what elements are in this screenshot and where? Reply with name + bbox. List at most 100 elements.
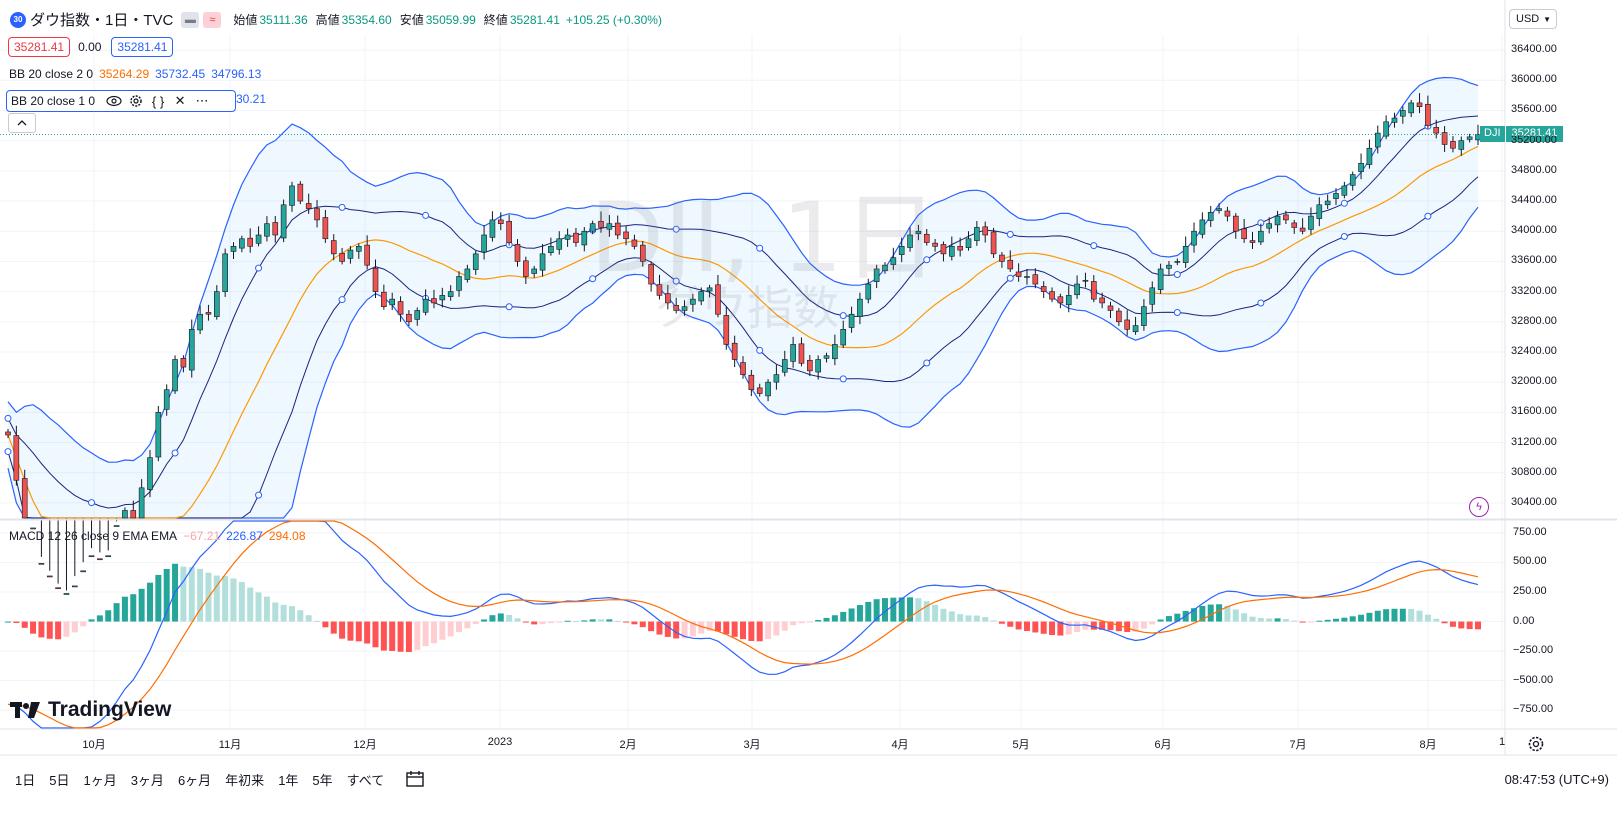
macd-hist-bar — [815, 620, 822, 622]
macd-hist-bar — [823, 617, 830, 622]
candle-body — [21, 478, 28, 519]
symbol-title[interactable]: ダウ指数・1日・TVC — [30, 12, 174, 29]
date-range-icon[interactable] — [405, 770, 425, 788]
candle-body — [765, 381, 771, 397]
bb-marker — [672, 277, 680, 285]
candle-body — [656, 284, 663, 296]
macd-hist-bar — [982, 617, 989, 622]
macd-hist-bar — [706, 621, 713, 631]
macd-hist-bar — [1383, 609, 1390, 622]
lightning-icon[interactable]: ϟ — [1469, 497, 1489, 517]
candle-body — [1274, 215, 1281, 226]
candle-body — [1224, 210, 1231, 217]
last-price-value: 35281.41 — [1505, 126, 1564, 142]
macd-hist-bar — [1433, 618, 1440, 622]
candle-body — [364, 244, 370, 266]
more-icon[interactable]: ⋯ — [195, 93, 209, 108]
bb-marker — [422, 211, 430, 219]
candle-body — [564, 234, 571, 240]
range-button[interactable]: 5年 — [312, 772, 333, 788]
candle-body — [1007, 259, 1014, 270]
bb1-legend[interactable]: BB 20 close 2 0 35264.29 35732.45 34796.… — [9, 67, 267, 81]
macd-hist-bar — [63, 621, 70, 637]
macd-hist-bar — [1458, 621, 1465, 629]
macd-hist-bar — [113, 603, 120, 622]
macd-hist-bar — [1216, 604, 1223, 622]
gear-icon[interactable] — [125, 92, 147, 110]
candle-body — [1124, 319, 1131, 330]
bb-marker — [1340, 233, 1348, 241]
candle-body — [740, 362, 746, 375]
minus-icon[interactable]: ▬ — [181, 11, 200, 28]
candle-body — [1157, 268, 1164, 290]
tradingview-logo-icon — [10, 702, 40, 718]
macd-hist-bar — [1174, 613, 1181, 622]
range-button[interactable]: 1ヶ月 — [83, 772, 117, 788]
candle-body — [1116, 310, 1122, 323]
candle-body — [823, 355, 830, 359]
close-icon[interactable]: ✕ — [174, 93, 186, 108]
macd-hist-bar — [756, 621, 763, 642]
bb2-legend[interactable]: BB 20 close 1 0 { } ✕ ⋯ — [6, 90, 236, 112]
range-button[interactable]: 6ヶ月 — [177, 772, 212, 788]
macd-hist-bar — [355, 621, 362, 642]
currency-button[interactable]: USD ▼ — [1509, 9, 1557, 29]
candle-body — [138, 487, 145, 519]
macd-hist-bar — [30, 621, 37, 634]
macd-hist-bar — [105, 610, 112, 622]
axis-settings-icon[interactable] — [1527, 735, 1545, 753]
macd-hist-bar — [1274, 618, 1281, 622]
macd-hist-bar — [556, 621, 563, 623]
macd-hist-bar — [1165, 616, 1172, 622]
candle-body — [247, 237, 254, 247]
range-button[interactable]: 5日 — [49, 772, 70, 788]
buy-button[interactable]: 35281.41 — [111, 37, 174, 57]
macd-hist-bar — [631, 621, 638, 625]
tradingview-logo[interactable]: TradingView — [10, 698, 171, 722]
macd-hist-bar — [639, 621, 646, 628]
macd-hist-bar — [781, 621, 788, 631]
sell-button[interactable]: 35281.41 — [8, 37, 71, 57]
bb-marker — [923, 256, 931, 264]
macd-axis-label: −250.00 — [1513, 644, 1554, 657]
range-button[interactable]: すべて — [346, 772, 385, 788]
candle-body — [339, 252, 345, 262]
bollinger-bands — [4, 76, 1479, 519]
range-button[interactable]: 1日 — [15, 772, 36, 788]
candle-body — [197, 313, 203, 331]
macd-hist-bar — [1099, 621, 1106, 630]
macd-axis-label: 250.00 — [1513, 584, 1547, 597]
candle-body — [698, 291, 705, 302]
candle-body — [289, 185, 295, 206]
candle-body — [1391, 117, 1398, 123]
range-button[interactable]: 3ヶ月 — [130, 772, 164, 788]
approx-icon[interactable]: ≈ — [203, 11, 222, 28]
bb-marker — [1424, 212, 1432, 220]
candle-body — [990, 231, 997, 255]
currency-label: USD — [1516, 13, 1540, 25]
candle-body — [481, 234, 487, 253]
macd-hist-bar — [38, 621, 45, 638]
macd-hist-bar — [581, 620, 588, 622]
macd-hist-bar — [998, 621, 1005, 624]
macd-hist-bar — [522, 621, 529, 623]
macd-hist-bar — [1049, 621, 1056, 635]
clock[interactable]: 08:47:53 (UTC+9) — [1504, 771, 1609, 787]
candle-body — [1425, 103, 1431, 126]
bb-marker — [171, 449, 179, 457]
range-button[interactable]: 1年 — [278, 772, 299, 788]
macd-hist-bar — [1124, 621, 1131, 633]
high-value: 35354.60 — [341, 12, 392, 27]
macd-hist-bar — [531, 621, 538, 625]
candle-body — [188, 329, 195, 371]
macd-hist-bar — [347, 621, 354, 641]
eye-icon[interactable] — [103, 92, 125, 110]
range-button[interactable]: 年初来 — [225, 772, 265, 788]
macd-hist-bar — [598, 619, 605, 622]
bb1-upper-line — [7, 115, 1479, 509]
collapse-legend-button[interactable] — [8, 113, 36, 133]
candle-body — [915, 230, 922, 235]
macd-legend[interactable]: MACD 12 26 close 9 EMA EMA −67.21 226.87… — [9, 529, 312, 543]
source-code-icon[interactable]: { } — [151, 93, 165, 109]
